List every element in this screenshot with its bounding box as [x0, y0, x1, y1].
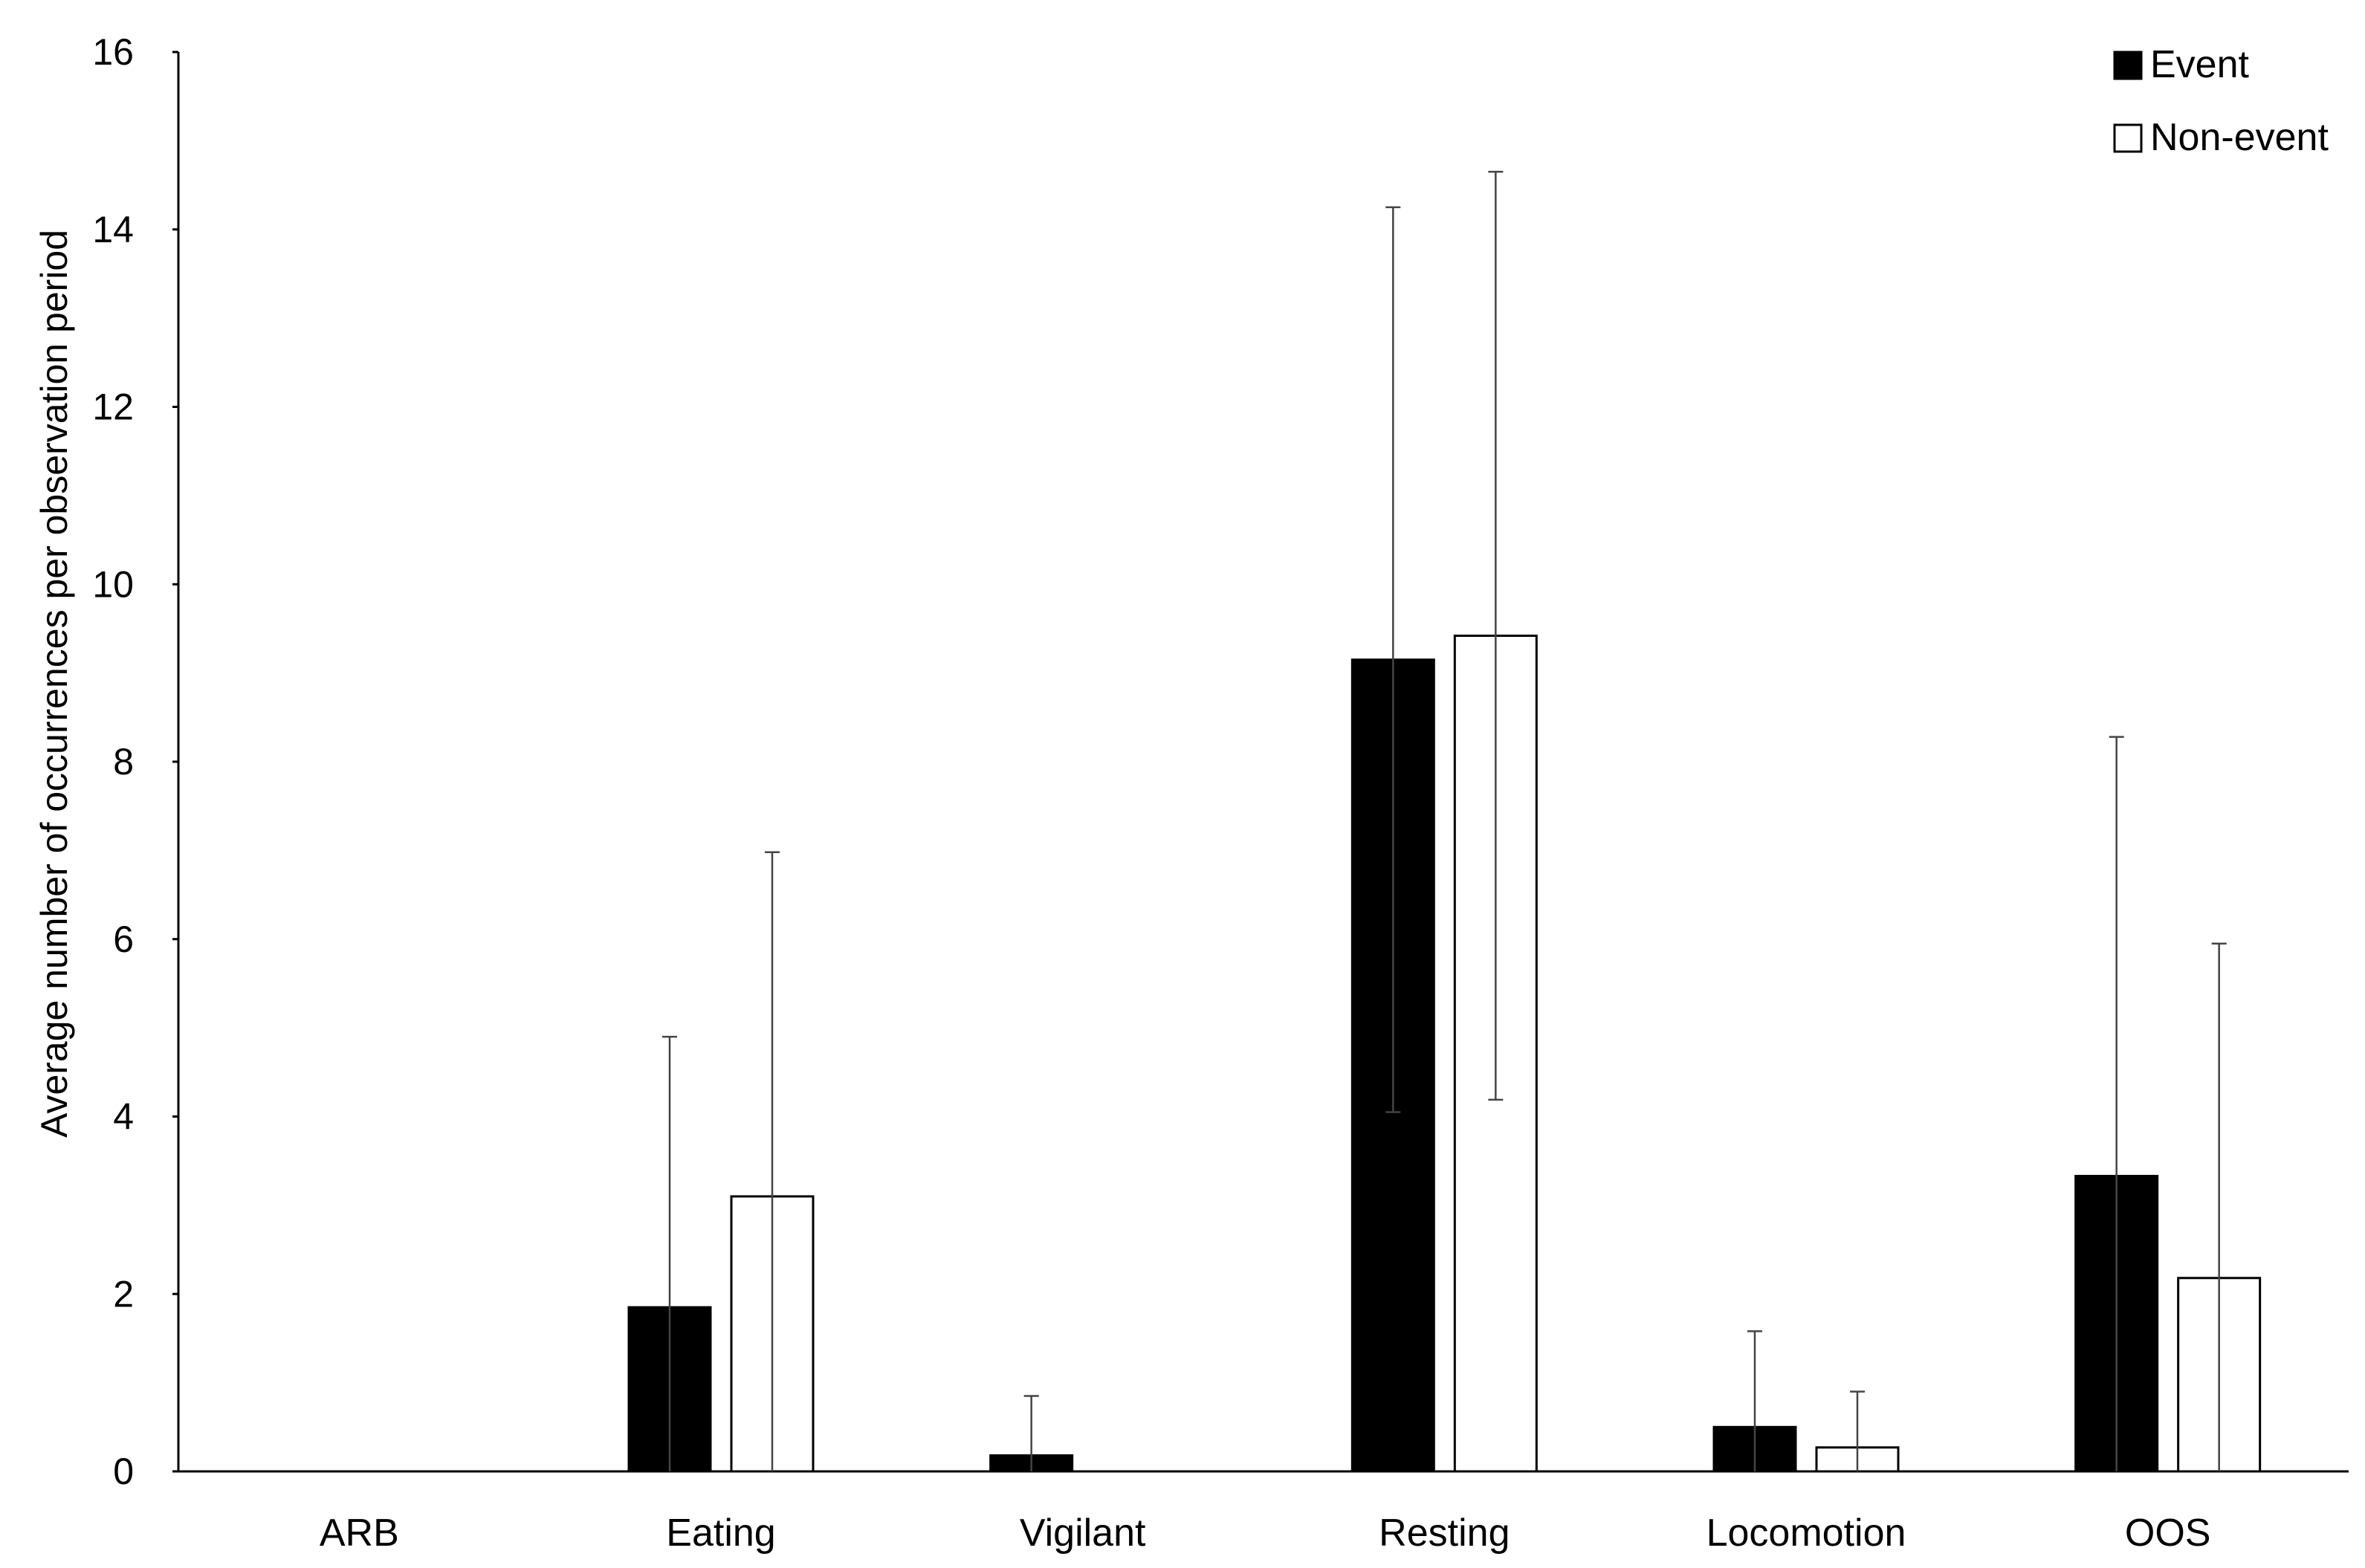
y-tick-label: 4 — [113, 1096, 134, 1138]
x-category-label: ARB — [320, 1512, 399, 1555]
legend-swatch-event — [2113, 51, 2143, 80]
error-bars — [662, 170, 2227, 1471]
y-tick-label: 12 — [92, 386, 134, 428]
x-category-label: Locomotion — [1706, 1512, 1906, 1555]
category-labels: ARB Eating Vigilant Resting Locomotion OOS — [320, 1512, 2211, 1555]
y-tick-label: 0 — [113, 1451, 134, 1492]
x-category-label: Resting — [1379, 1512, 1510, 1555]
y-tick-label: 14 — [92, 209, 134, 250]
legend-label: Event — [2150, 43, 2250, 86]
x-category-label: Eating — [666, 1512, 775, 1555]
x-category-label: Vigilant — [1020, 1512, 1146, 1555]
y-tick-label: 6 — [113, 919, 134, 960]
y-axis-title: Average number of occurrences per observ… — [33, 230, 75, 1138]
x-category-label: OOS — [2125, 1512, 2211, 1555]
y-tick-label: 10 — [92, 563, 134, 605]
y-tick-label: 16 — [92, 31, 134, 73]
axes — [177, 52, 2349, 1473]
legend-label: Non-event — [2150, 116, 2329, 159]
y-tick-label: 8 — [113, 741, 134, 783]
legend-swatch-non-event — [2113, 123, 2143, 153]
legend: Event Non-event — [2113, 43, 2329, 159]
bars — [627, 634, 2262, 1473]
y-axis-ticks: 0 2 4 6 8 10 12 14 16 — [92, 31, 178, 1492]
y-tick-label: 2 — [113, 1273, 134, 1315]
